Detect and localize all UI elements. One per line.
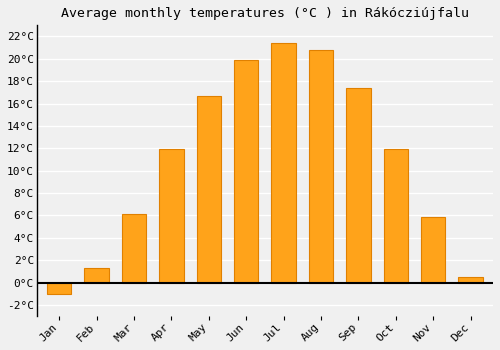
Bar — [234, 60, 258, 282]
Bar — [421, 217, 446, 282]
Bar — [346, 88, 370, 282]
Bar — [458, 277, 483, 282]
Bar — [272, 43, 295, 282]
Bar — [159, 149, 184, 282]
Bar — [47, 282, 72, 294]
Bar — [122, 214, 146, 282]
Title: Average monthly temperatures (°C ) in Rákócziújfalu: Average monthly temperatures (°C ) in Rá… — [61, 7, 469, 20]
Bar — [384, 149, 408, 282]
Bar — [309, 50, 333, 282]
Bar — [196, 96, 221, 282]
Bar — [84, 268, 108, 282]
